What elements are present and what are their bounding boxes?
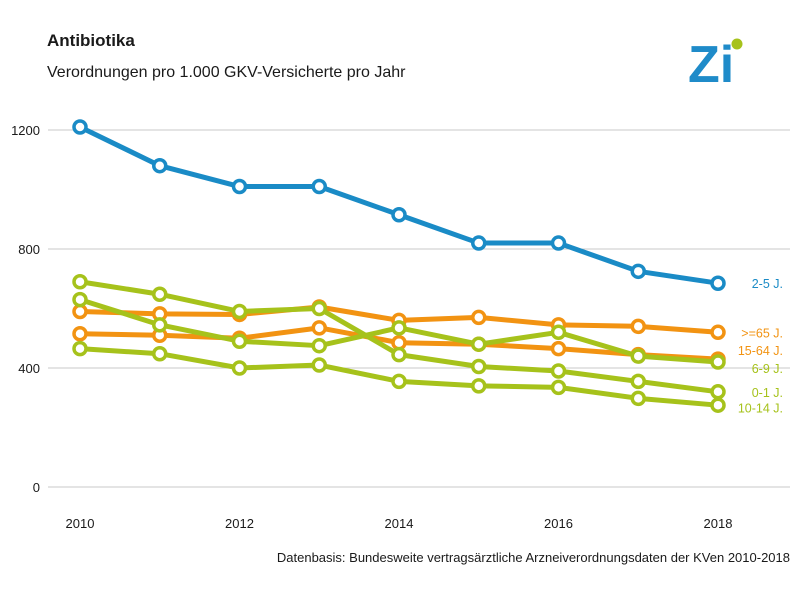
chart-grid [48, 129, 790, 488]
zi-logo: Zi [688, 36, 743, 86]
series-line [78, 124, 719, 286]
series-4 [72, 273, 726, 400]
x-tick-label: 2016 [544, 516, 573, 531]
data-point [311, 320, 327, 336]
y-tick-label: 800 [18, 242, 40, 257]
data-point [231, 360, 248, 376]
data-point [471, 378, 487, 394]
data-point [710, 275, 726, 291]
data-point [231, 333, 248, 349]
chart-subtitle: Verordnungen pro 1.000 GKV-Versicherte p… [47, 64, 406, 81]
series-0 [72, 119, 726, 291]
data-point [710, 384, 726, 400]
data-point [710, 354, 726, 370]
data-point [391, 346, 407, 363]
data-point [311, 300, 327, 317]
x-tick-label: 2014 [385, 516, 414, 531]
logo-letters: Zi [688, 36, 734, 86]
y-tick-label: 400 [18, 361, 40, 376]
data-point [231, 303, 248, 320]
data-point [311, 178, 327, 195]
series-label: >=65 J. [741, 326, 783, 340]
data-point [311, 357, 327, 373]
data-point [311, 337, 327, 354]
x-tick-label: 2012 [225, 516, 254, 531]
data-point [550, 340, 567, 357]
data-point [72, 291, 88, 308]
data-point [72, 326, 88, 342]
y-tick-label: 0 [33, 480, 40, 495]
data-point [550, 363, 567, 379]
data-point [391, 373, 407, 390]
data-point [152, 345, 168, 362]
data-point [152, 157, 168, 174]
data-point [630, 373, 646, 390]
chart-title: Antibiotika [47, 31, 135, 50]
series-3 [72, 291, 726, 370]
data-point [710, 397, 726, 413]
series-2 [72, 320, 726, 367]
data-point [471, 358, 487, 375]
data-point [471, 336, 487, 352]
data-point [630, 318, 646, 335]
data-point [72, 273, 88, 290]
data-source-note: Datenbasis: Bundesweite vertragsärztlich… [276, 550, 790, 565]
y-tick-label: 1200 [11, 123, 40, 138]
data-point [231, 178, 248, 195]
axis-tick-labels: 0 400 800 1200 2010 2012 2014 2016 2018 [11, 123, 732, 531]
series-5 [72, 340, 726, 413]
data-point [72, 340, 88, 357]
data-point [630, 348, 646, 364]
data-point [550, 235, 567, 251]
series-label: 10-14 J. [738, 401, 783, 415]
series-label: 6-9 J. [752, 362, 783, 376]
data-point [391, 320, 407, 336]
data-point [72, 119, 88, 135]
x-tick-label: 2010 [66, 516, 95, 531]
data-point [391, 207, 407, 223]
data-point [471, 309, 487, 326]
data-point [152, 286, 168, 302]
data-point [550, 379, 567, 396]
chart-series [72, 119, 726, 413]
series-label: 2-5 J. [752, 277, 783, 291]
logo-dot [731, 38, 743, 50]
series-labels: 2-5 J. >=65 J. 15-64 J. 6-9 J. 0-1 J.10-14 J… [738, 277, 783, 415]
series-label: 15-64 J. [738, 344, 783, 358]
data-point [471, 235, 487, 251]
data-point [630, 263, 646, 280]
data-point [710, 324, 726, 341]
data-point [630, 390, 646, 407]
data-point [152, 317, 168, 333]
x-tick-label: 2018 [704, 516, 733, 531]
series-label: 0-1 J. [752, 386, 783, 400]
data-point [550, 324, 567, 341]
